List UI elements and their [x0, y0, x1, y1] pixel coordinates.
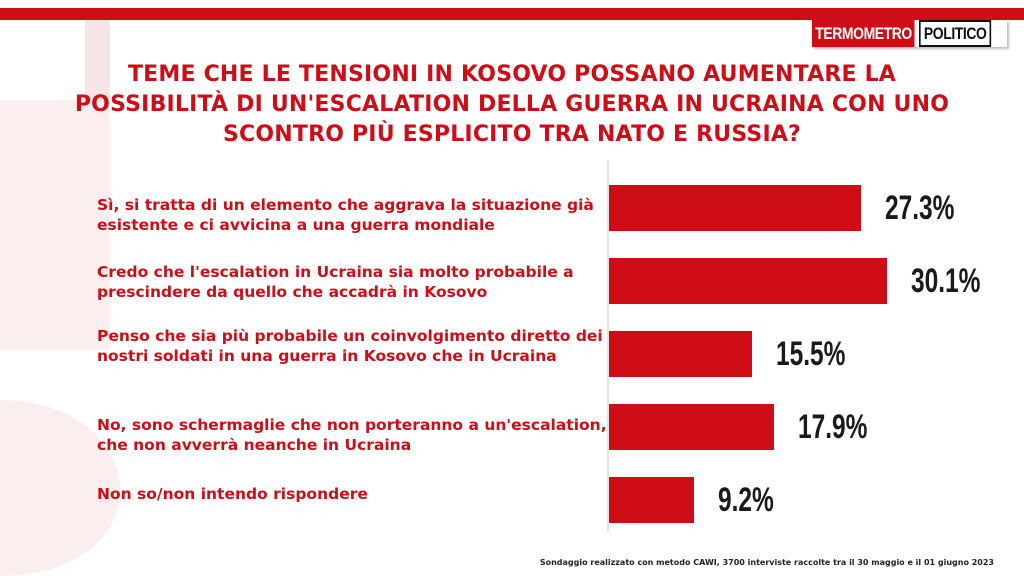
logo-text-politico: POLITICO	[918, 20, 992, 47]
logo-text-termometro: TERMOMETRO	[812, 20, 915, 47]
bar-value-label: 17.9%	[798, 408, 868, 446]
bar-value-label: 15.5%	[776, 335, 846, 373]
category-label: Non so/non intendo rispondere	[97, 485, 368, 503]
bar	[609, 258, 887, 304]
bar-value-label: 30.1%	[911, 262, 981, 300]
bar-value-label: 9.2%	[718, 481, 774, 519]
bar	[609, 331, 752, 377]
category-label: Sì, si tratta di un elemento che aggrava…	[97, 196, 594, 234]
termometro-politico-logo: TERMOMETRO POLITICO	[812, 20, 1007, 47]
bar	[609, 477, 694, 523]
top-accent-bar	[0, 8, 1024, 20]
bar	[609, 185, 861, 231]
category-label: Credo che l'escalation in Ucraina sia mo…	[97, 263, 574, 301]
bar	[609, 404, 774, 450]
category-label: Penso che sia più probabile un coinvolgi…	[97, 327, 603, 365]
category-axis-line	[607, 160, 609, 532]
bar-value-label: 27.3%	[885, 189, 955, 227]
category-label: No, sono schermaglie che non porteranno …	[97, 416, 607, 454]
survey-footnote: Sondaggio realizzato con metodo CAWI, 37…	[539, 558, 994, 567]
chart-title: TEME CHE LE TENSIONI IN KOSOVO POSSANO A…	[74, 62, 950, 147]
